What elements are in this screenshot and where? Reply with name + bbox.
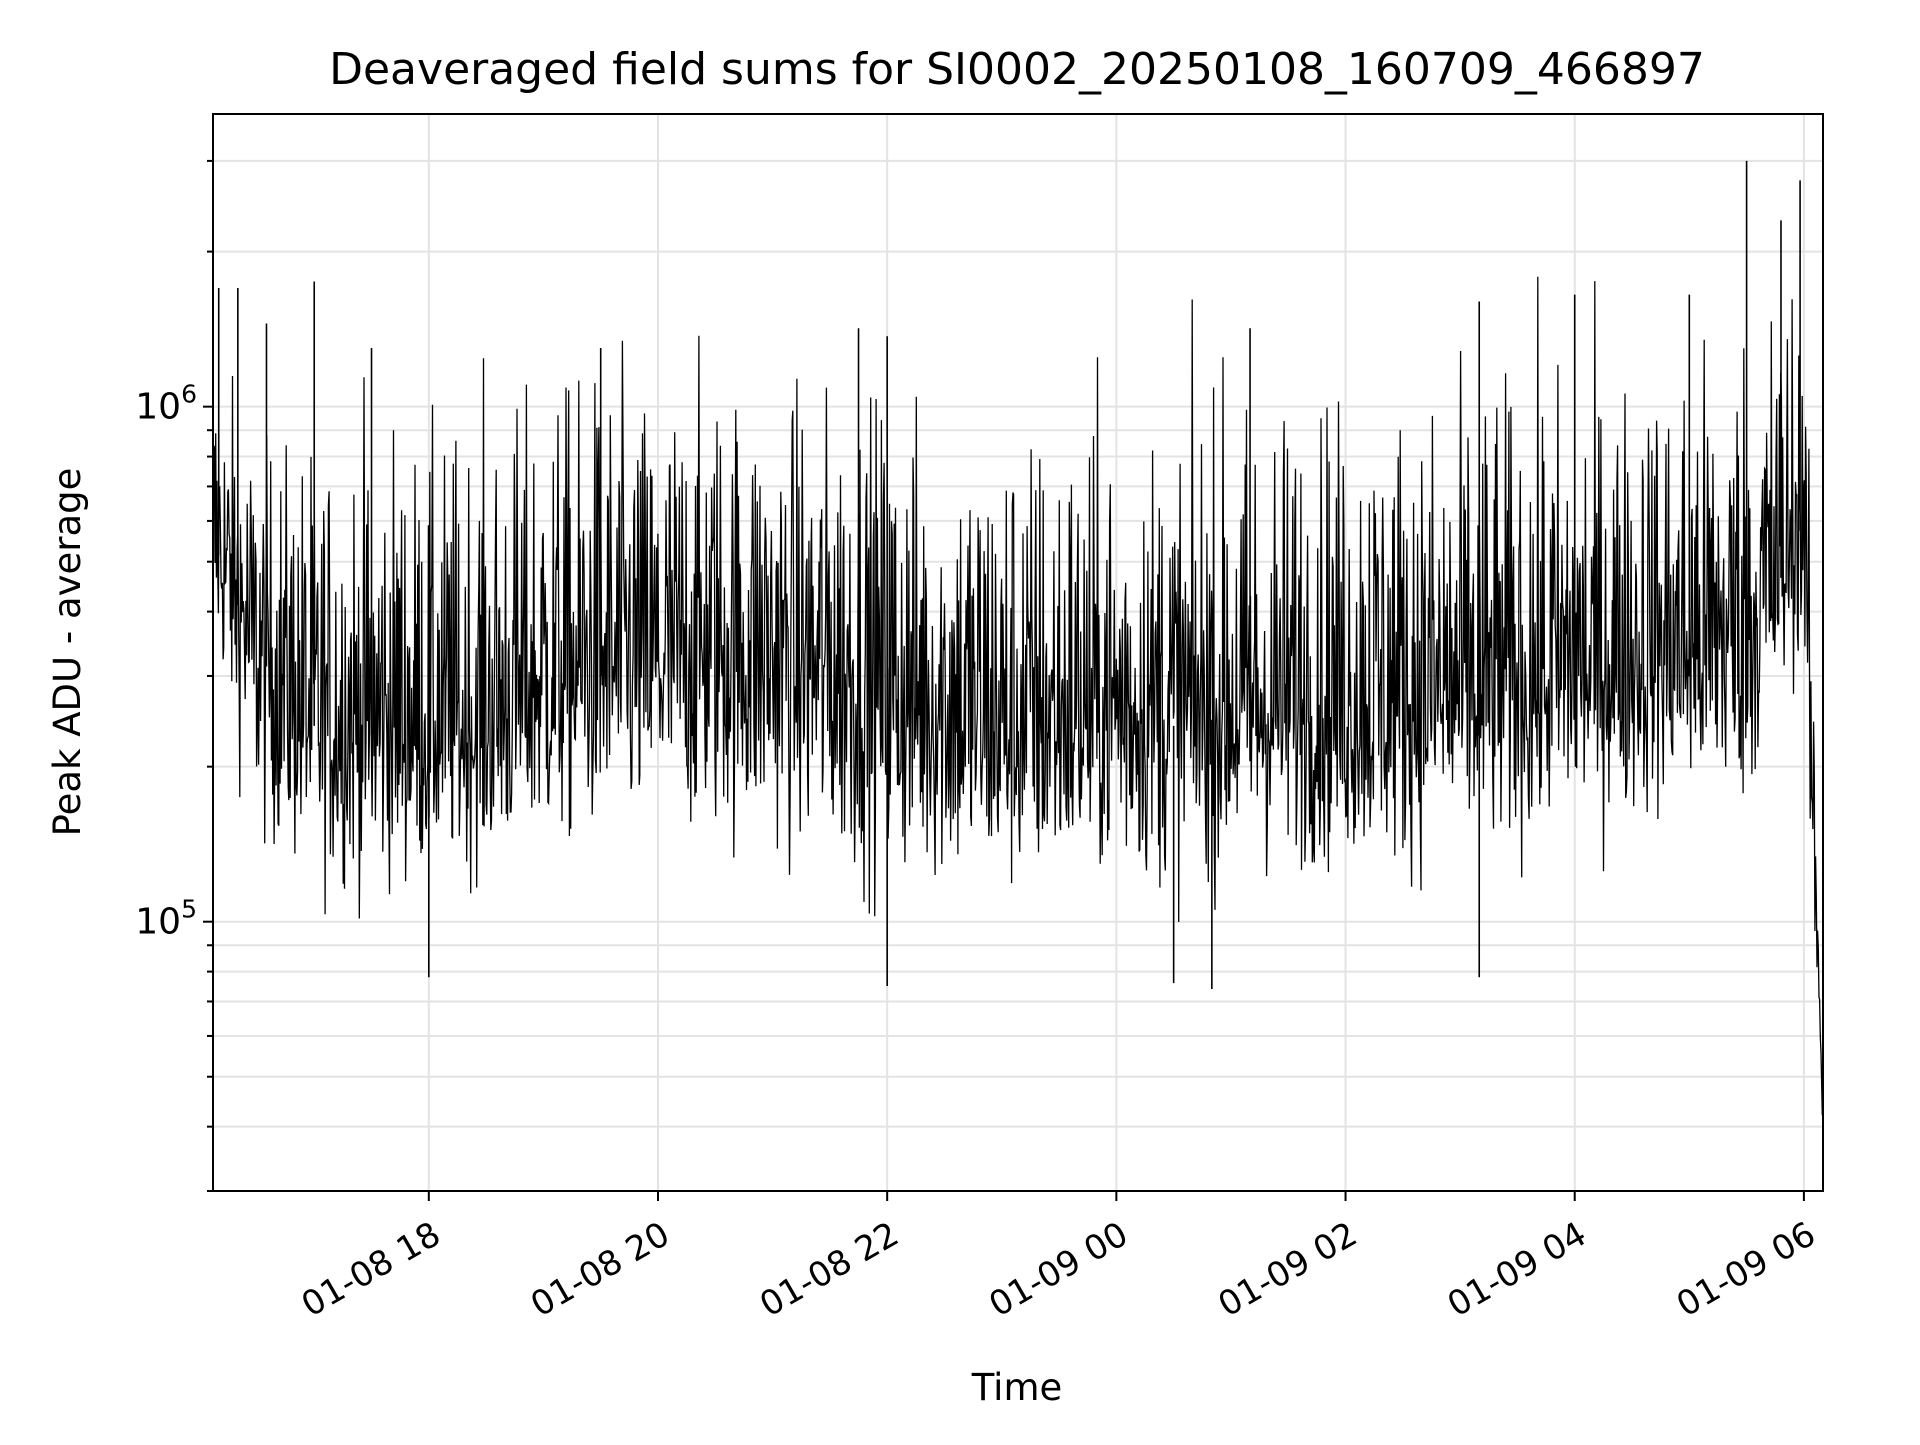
x-tick-label: 01-09 00	[982, 1214, 1134, 1325]
y-tick-label: 105	[135, 895, 197, 943]
x-axis-label: Time	[971, 1366, 1063, 1409]
x-tick-label: 01-09 02	[1212, 1214, 1364, 1325]
x-tick-label: 01-09 06	[1670, 1214, 1822, 1325]
y-axis: 105 106	[135, 159, 213, 1192]
series-line	[212, 160, 1824, 1116]
y-tick-label: 106	[135, 380, 197, 428]
x-tick-label: 01-08 22	[753, 1214, 905, 1325]
x-tick-label: 01-08 18	[295, 1214, 447, 1325]
x-axis: 01-08 18 01-08 20 01-08 22 01-09 00 01-09 02…	[295, 1191, 1822, 1325]
y-axis-label: Peak ADU - average	[46, 468, 89, 837]
x-tick-label: 01-09 04	[1441, 1214, 1593, 1325]
chart-title: Deaveraged field sums for SI0002_2025010…	[329, 44, 1705, 95]
plot-frame	[212, 113, 1824, 1192]
series-path	[212, 276, 1824, 1116]
x-tick-label: 01-08 20	[524, 1214, 676, 1325]
